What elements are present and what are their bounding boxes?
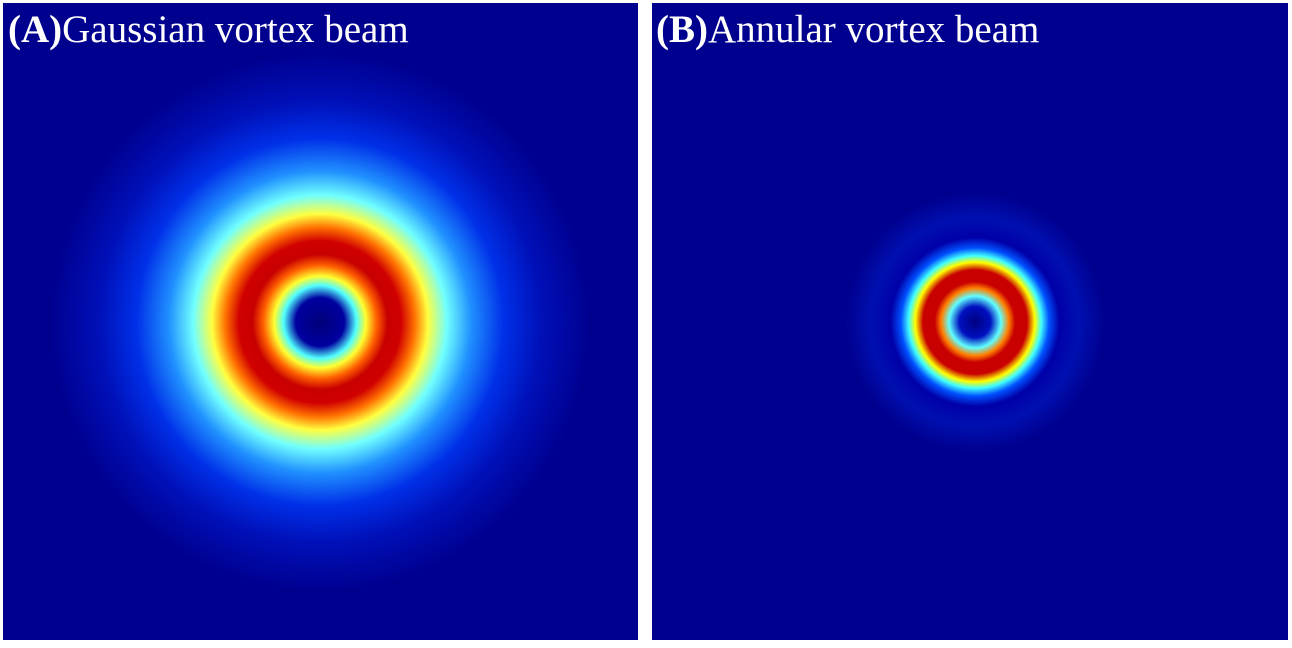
panel: (B)Annular vortex beam bbox=[652, 3, 1288, 640]
beam-intensity bbox=[50, 52, 590, 592]
beam-intensity bbox=[845, 192, 1105, 452]
panel-label: (B) bbox=[656, 8, 708, 51]
panel-heading: (A)Gaussian vortex beam bbox=[8, 8, 409, 51]
panel-title: Annular vortex beam bbox=[708, 8, 1039, 51]
panel: (A)Gaussian vortex beam bbox=[3, 3, 638, 640]
panel-title: Gaussian vortex beam bbox=[62, 8, 409, 51]
panel-heading: (B)Annular vortex beam bbox=[656, 8, 1039, 51]
panel-label: (A) bbox=[8, 8, 62, 51]
